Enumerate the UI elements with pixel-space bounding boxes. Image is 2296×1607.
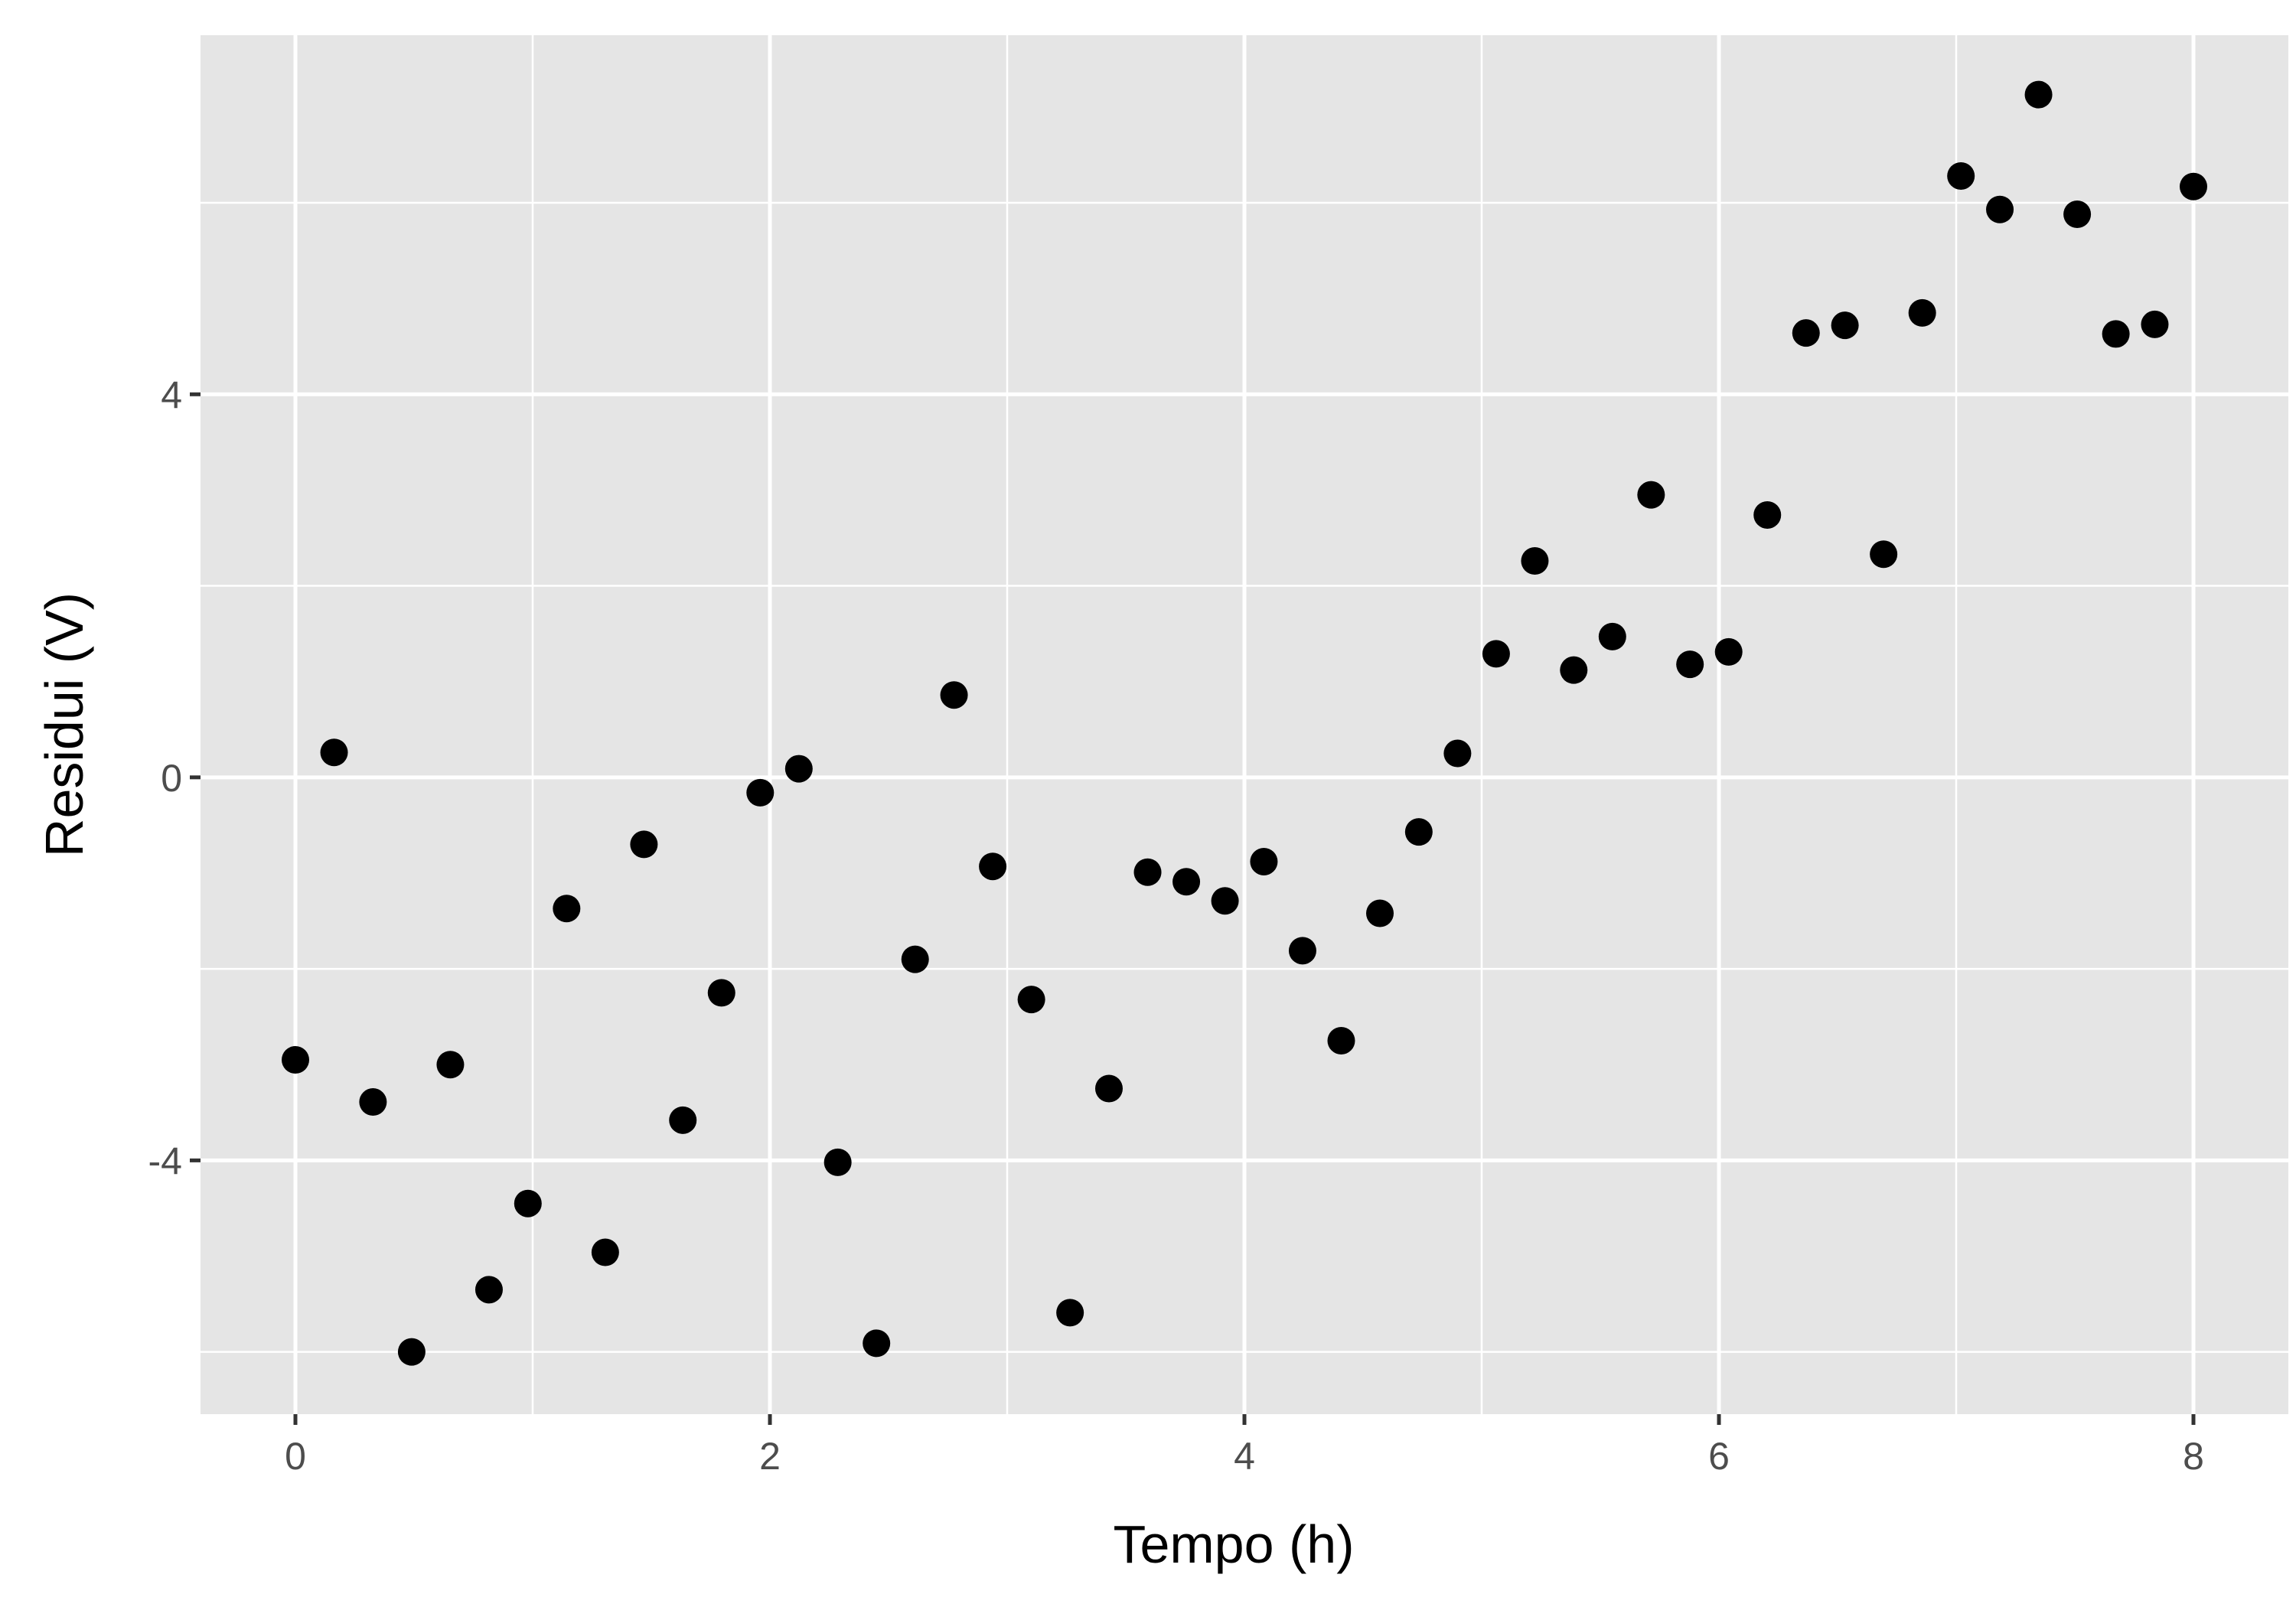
- data-point-9: [630, 830, 658, 859]
- data-point-24: [1211, 887, 1239, 915]
- data-point-49: [2180, 172, 2207, 200]
- data-point-29: [1404, 818, 1433, 846]
- data-point-26: [1288, 937, 1316, 965]
- data-point-41: [1870, 540, 1898, 569]
- data-point-19: [1017, 986, 1045, 1014]
- y-tick-label: -4: [148, 1139, 182, 1182]
- data-point-31: [1482, 640, 1510, 668]
- data-point-15: [863, 1329, 891, 1358]
- data-point-1: [320, 738, 348, 767]
- data-point-4: [436, 1051, 465, 1079]
- major-gridlines: [201, 35, 2288, 1414]
- data-point-8: [591, 1238, 619, 1266]
- y-axis-title: Residui (V): [34, 592, 94, 857]
- x-tick-label: 8: [2183, 1435, 2204, 1478]
- y-axis: -4 0 4: [148, 373, 201, 1182]
- data-point-0: [282, 1045, 309, 1074]
- data-point-3: [397, 1338, 426, 1366]
- data-point-32: [1521, 547, 1549, 575]
- data-point-48: [2141, 310, 2169, 338]
- y-tick-label: 0: [161, 757, 182, 800]
- data-point-44: [1986, 195, 2014, 223]
- data-point-25: [1250, 847, 1278, 875]
- data-point-42: [1908, 298, 1936, 327]
- data-point-10: [669, 1106, 697, 1134]
- data-point-37: [1714, 637, 1743, 666]
- x-axis-title: Tempo (h): [1113, 1514, 1354, 1574]
- data-point-20: [1056, 1299, 1084, 1327]
- data-point-35: [1637, 481, 1665, 509]
- data-point-46: [2063, 200, 2092, 229]
- data-point-14: [823, 1148, 852, 1176]
- data-point-17: [940, 681, 968, 709]
- data-point-16: [901, 945, 929, 973]
- data-point-2: [359, 1088, 387, 1116]
- x-tick-label: 4: [1234, 1435, 1255, 1478]
- data-point-30: [1443, 739, 1472, 768]
- data-point-7: [553, 895, 581, 923]
- x-axis: 0 2 4 6 8: [285, 1414, 2204, 1478]
- data-point-39: [1792, 319, 1820, 347]
- data-point-6: [514, 1189, 542, 1217]
- data-point-27: [1327, 1026, 1355, 1054]
- data-point-11: [707, 979, 735, 1007]
- data-points: [282, 80, 2207, 1366]
- y-tick-label: 4: [161, 373, 182, 416]
- data-point-40: [1831, 311, 1859, 340]
- data-point-18: [979, 852, 1007, 881]
- data-point-43: [1947, 161, 1975, 190]
- data-point-5: [475, 1276, 503, 1304]
- data-point-33: [1560, 656, 1588, 684]
- x-tick-label: 2: [759, 1435, 781, 1478]
- data-point-13: [784, 755, 813, 783]
- data-point-47: [2102, 320, 2130, 348]
- data-point-28: [1366, 899, 1394, 927]
- data-point-38: [1753, 500, 1782, 529]
- x-tick-label: 0: [285, 1435, 306, 1478]
- data-point-12: [746, 778, 775, 807]
- x-tick-label: 6: [1708, 1435, 1730, 1478]
- data-point-21: [1094, 1074, 1123, 1103]
- data-point-36: [1676, 650, 1704, 679]
- data-point-45: [2024, 80, 2053, 109]
- data-point-23: [1172, 868, 1201, 896]
- data-point-34: [1598, 622, 1626, 650]
- data-point-22: [1133, 858, 1162, 886]
